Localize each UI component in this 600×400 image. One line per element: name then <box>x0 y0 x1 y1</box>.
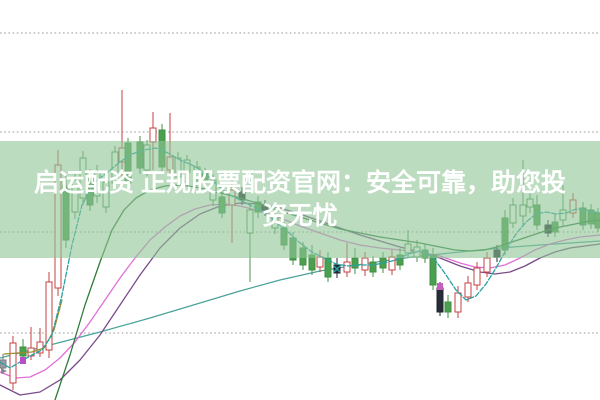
candle-body-down-solid-green <box>351 257 359 269</box>
candle-body-up-hollow-red <box>149 127 157 143</box>
candle-body-up-hollow-red <box>454 292 462 313</box>
candle-body-up-hollow-red <box>473 267 481 286</box>
ma-short-olive-line <box>3 299 63 355</box>
candle-body-down-solid-green <box>324 257 332 278</box>
candle-body-up-hollow-red <box>316 256 324 268</box>
candle-body-up-hollow-red <box>483 257 491 273</box>
candle-body-up-hollow-red <box>343 261 351 273</box>
highlight-block-marker <box>20 357 26 364</box>
candle-body-dark-solid <box>436 287 444 313</box>
left-arrow-marker <box>1 368 7 374</box>
promo-banner-overlay: 启运配资 正规股票配资官网：安全可靠，助您投 资无忧 <box>0 141 600 258</box>
candle-body-up-hollow-red <box>464 282 472 298</box>
candle-body-down-solid-green <box>369 261 377 273</box>
highlight-block-marker <box>437 283 443 290</box>
candle-body-up-hollow-red <box>45 281 53 351</box>
candle-body-up-hollow-red <box>361 257 369 271</box>
promo-text-line1: 启运配资 正规股票配资官网：安全可靠，助您投 <box>34 168 566 197</box>
cross-marker <box>333 265 341 273</box>
candle-body-down-solid-green <box>444 301 452 313</box>
candle-body-down-solid-green <box>19 346 27 357</box>
candle-body-up-hollow-red <box>9 342 17 384</box>
promo-text-line2: 资无忧 <box>262 201 338 230</box>
candle-body-up-hollow-red <box>388 256 396 271</box>
